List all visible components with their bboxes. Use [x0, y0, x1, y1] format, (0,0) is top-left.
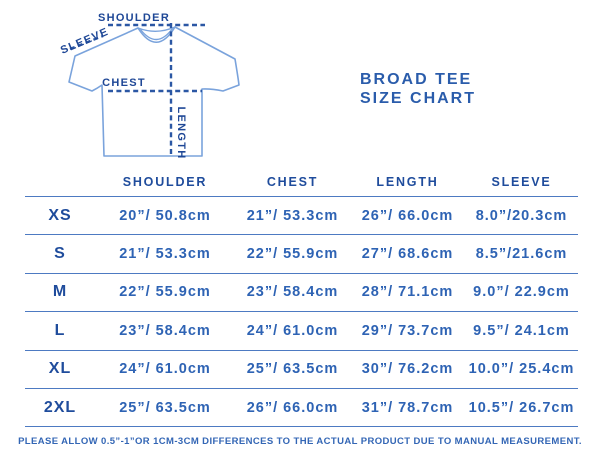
- tee-measurement-diagram: SHOULDER SLEEVE CHEST LENGTH: [59, 12, 240, 160]
- page-title: BROAD TEE SIZE CHART: [360, 71, 476, 108]
- header-shoulder: SHOULDER: [122, 175, 208, 189]
- shoulder-value: 23”/ 58.4cm: [119, 322, 211, 339]
- table-row: L 23”/ 58.4cm 24”/ 61.0cm 29”/ 73.7cm 9.…: [25, 312, 578, 351]
- size-label: 2XL: [43, 398, 77, 416]
- chest-value: 23”/ 58.4cm: [246, 284, 339, 301]
- size-table: SHOULDER CHEST LENGTH SLEEVE XS 20”/ 50.…: [25, 174, 578, 428]
- table-row: M 22”/ 55.9cm 23”/ 58.4cm 28”/ 71.1cm 9.…: [25, 274, 578, 313]
- header-size-spacer: [25, 189, 95, 196]
- length-value: 31”/ 78.7cm: [361, 399, 454, 416]
- collar-back-line: [137, 26, 176, 32]
- size-label: XS: [48, 206, 72, 224]
- sleeve-value: 10.5”/ 26.7cm: [468, 399, 575, 416]
- chest-value: 21”/ 53.3cm: [246, 207, 339, 224]
- page-title-line1: BROAD TEE: [360, 71, 473, 88]
- shoulder-value: 24”/ 61.0cm: [119, 361, 211, 378]
- size-label: M: [52, 283, 68, 301]
- sleeve-value: 9.5”/ 24.1cm: [473, 322, 570, 339]
- table-row: 2XL 25”/ 63.5cm 26”/ 66.0cm 31”/ 78.7cm …: [25, 389, 578, 428]
- sleeve-measure-line: [69, 34, 104, 51]
- size-label: S: [54, 245, 66, 263]
- length-value: 29”/ 73.7cm: [361, 322, 454, 339]
- shoulder-label: SHOULDER: [98, 12, 170, 24]
- header-chest: CHEST: [266, 175, 319, 189]
- length-value: 26”/ 66.0cm: [361, 207, 454, 224]
- shoulder-value: 22”/ 55.9cm: [119, 284, 211, 301]
- size-label: L: [54, 321, 66, 339]
- header-sleeve: SLEEVE: [491, 175, 552, 189]
- shoulder-value: 25”/ 63.5cm: [119, 399, 211, 416]
- table-row: S 21”/ 53.3cm 22”/ 55.9cm 27”/ 68.6cm 8.…: [25, 235, 578, 274]
- length-value: 28”/ 71.1cm: [361, 284, 454, 301]
- shoulder-value: 21”/ 53.3cm: [119, 246, 211, 263]
- table-row: XS 20”/ 50.8cm 21”/ 53.3cm 26”/ 66.0cm 8…: [25, 197, 578, 236]
- length-label: LENGTH: [175, 106, 187, 159]
- table-row: XL 24”/ 61.0cm 25”/ 63.5cm 30”/ 76.2cm 1…: [25, 351, 578, 389]
- sleeve-value: 8.5”/21.6cm: [475, 246, 568, 263]
- chest-label: CHEST: [102, 77, 146, 89]
- chest-value: 24”/ 61.0cm: [246, 322, 339, 339]
- length-value: 30”/ 76.2cm: [361, 361, 454, 378]
- table-header-row: SHOULDER CHEST LENGTH SLEEVE: [25, 174, 578, 197]
- chest-value: 25”/ 63.5cm: [246, 361, 339, 378]
- sleeve-value: 9.0”/ 22.9cm: [473, 284, 570, 301]
- shoulder-value: 20”/ 50.8cm: [119, 207, 211, 224]
- length-value: 27”/ 68.6cm: [361, 246, 454, 263]
- header-length: LENGTH: [376, 175, 439, 189]
- measurement-disclaimer: PLEASE ALLOW 0.5”-1”OR 1CM-3CM DIFFERENC…: [18, 436, 582, 447]
- chest-value: 26”/ 66.0cm: [246, 399, 339, 416]
- chest-value: 22”/ 55.9cm: [246, 246, 339, 263]
- size-label: XL: [48, 360, 72, 378]
- sleeve-value: 8.0”/20.3cm: [475, 207, 568, 224]
- page-title-line2: SIZE CHART: [360, 89, 476, 107]
- sleeve-value: 10.0”/ 25.4cm: [468, 361, 575, 378]
